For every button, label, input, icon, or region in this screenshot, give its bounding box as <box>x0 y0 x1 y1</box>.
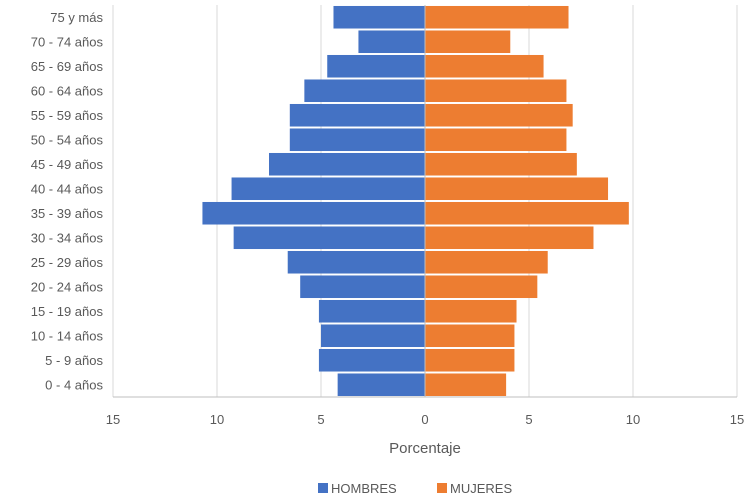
y-tick-label: 75 y más <box>50 10 103 25</box>
bar-hombres <box>333 5 425 29</box>
bar-mujeres <box>425 54 544 78</box>
y-axis-labels: 0 - 4 años 5 - 9 años 10 - 14 años 15 - 19 … <box>31 10 104 393</box>
y-tick-label: 70 - 74 años <box>31 34 104 49</box>
x-tick-label: 10 <box>210 412 224 427</box>
bar-mujeres <box>425 299 517 323</box>
x-tick-label: 5 <box>317 412 324 427</box>
x-tick-label: 15 <box>730 412 744 427</box>
legend-swatch <box>437 483 447 493</box>
bar-hombres <box>289 103 425 127</box>
x-axis-title: Porcentaje <box>389 440 461 457</box>
x-tick-label: 10 <box>626 412 640 427</box>
bars <box>113 5 737 398</box>
y-tick-label: 60 - 64 años <box>31 83 104 98</box>
bar-hombres <box>289 128 425 152</box>
bar-hombres <box>304 79 425 103</box>
bar-mujeres <box>425 5 569 29</box>
legend-label: HOMBRES <box>331 481 397 496</box>
y-tick-label: 10 - 14 años <box>31 328 104 343</box>
bar-hombres <box>233 226 425 250</box>
legend: HOMBRES MUJERES <box>318 481 512 496</box>
bar-hombres <box>231 177 425 201</box>
y-tick-label: 40 - 44 años <box>31 181 104 196</box>
bar-mujeres <box>425 177 609 201</box>
bar-hombres <box>337 373 425 397</box>
y-tick-label: 25 - 29 años <box>31 255 104 270</box>
bar-mujeres <box>425 275 538 299</box>
y-tick-label: 30 - 34 años <box>31 230 104 245</box>
bar-mujeres <box>425 226 594 250</box>
y-tick-label: 65 - 69 años <box>31 59 104 74</box>
bar-hombres <box>358 30 425 54</box>
x-axis-labels: 15 10 5 0 5 10 15 <box>106 412 744 427</box>
bar-mujeres <box>425 348 515 372</box>
bar-mujeres <box>425 30 511 54</box>
bar-hombres <box>287 250 425 274</box>
bar-hombres <box>202 201 425 225</box>
y-tick-label: 5 - 9 años <box>45 353 103 368</box>
bar-mujeres <box>425 152 577 176</box>
x-tick-label: 0 <box>421 412 428 427</box>
bar-mujeres <box>425 250 548 274</box>
legend-label: MUJERES <box>450 481 512 496</box>
y-tick-label: 20 - 24 años <box>31 279 104 294</box>
bar-mujeres <box>425 79 567 103</box>
bar-hombres <box>318 299 425 323</box>
x-tick-label: 15 <box>106 412 120 427</box>
bar-mujeres <box>425 128 567 152</box>
y-tick-label: 15 - 19 años <box>31 304 104 319</box>
bar-hombres <box>318 348 425 372</box>
bar-hombres <box>327 54 425 78</box>
bar-hombres <box>321 324 425 348</box>
bar-mujeres <box>425 324 515 348</box>
bar-mujeres <box>425 201 629 225</box>
y-tick-label: 55 - 59 años <box>31 108 104 123</box>
x-tick-label: 5 <box>525 412 532 427</box>
bar-mujeres <box>425 373 507 397</box>
bar-hombres <box>300 275 425 299</box>
y-tick-label: 35 - 39 años <box>31 206 104 221</box>
bar-hombres <box>269 152 425 176</box>
legend-swatch <box>318 483 328 493</box>
y-tick-label: 0 - 4 años <box>45 377 103 392</box>
bar-mujeres <box>425 103 573 127</box>
y-tick-label: 45 - 49 años <box>31 157 104 172</box>
y-tick-label: 50 - 54 años <box>31 132 104 147</box>
